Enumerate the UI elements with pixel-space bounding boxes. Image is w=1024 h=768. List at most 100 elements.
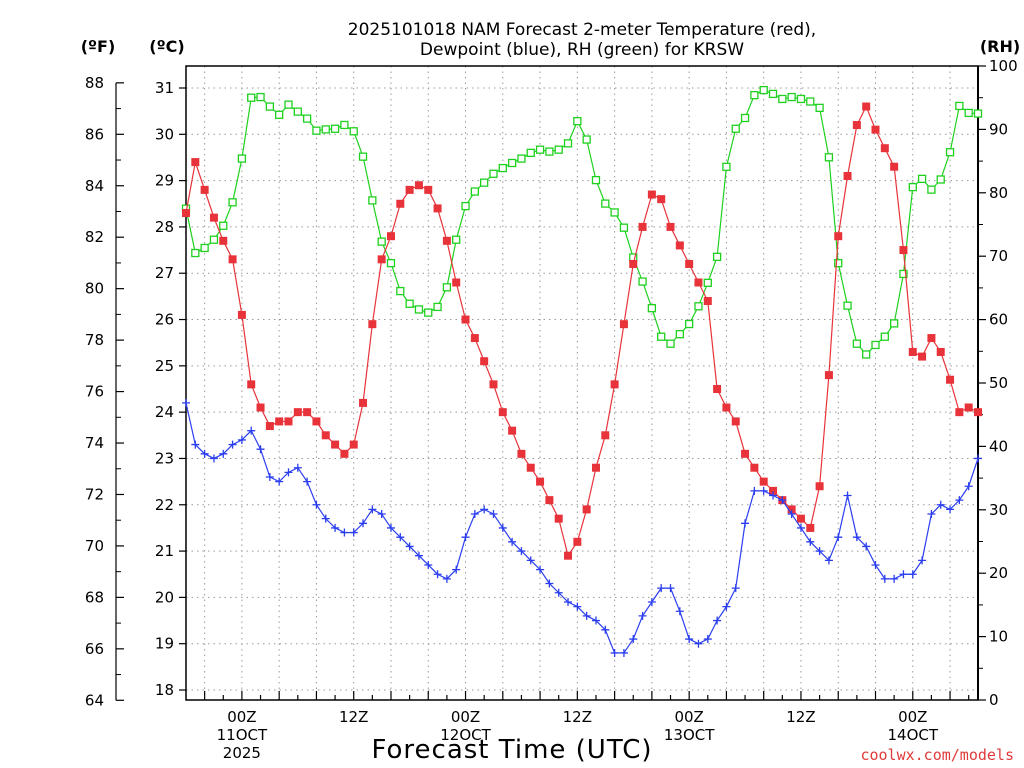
celsius-axis: 18 19 20 21 22 23 24 25 26 27 28 29 30 31	[155, 79, 186, 699]
dewpoint-marker	[946, 505, 955, 514]
rh-marker	[330, 124, 340, 133]
temperature-marker	[545, 496, 554, 505]
rh-tick-label: 100	[989, 57, 1018, 75]
temperature-marker	[414, 181, 423, 190]
temperature-marker	[526, 463, 535, 472]
rh-marker	[955, 101, 964, 111]
rh-marker	[610, 208, 619, 217]
temperature-series	[182, 102, 982, 560]
dewpoint-marker	[685, 635, 694, 644]
rh-marker	[657, 332, 666, 341]
temperature-marker	[647, 190, 656, 199]
fahrenheit-tick-label: 82	[85, 228, 104, 246]
rh-marker	[526, 148, 535, 158]
temperature-marker	[498, 408, 507, 417]
rh-marker	[275, 110, 284, 119]
rh-marker	[834, 259, 843, 268]
temperature-marker	[321, 431, 330, 440]
time-tick-label: 00Z	[674, 708, 703, 726]
temperature-marker	[424, 185, 433, 194]
dewpoint-marker	[936, 500, 945, 509]
rh-marker	[219, 221, 228, 230]
fahrenheit-tick-label: 72	[85, 485, 104, 503]
chart-title-line1: 2025101018 NAM Forecast 2-meter Temperat…	[348, 20, 816, 40]
dewpoint-marker	[200, 449, 209, 458]
rh-marker	[638, 277, 647, 286]
temperature-marker	[694, 278, 703, 287]
rh-marker	[498, 163, 507, 173]
temperature-marker	[470, 334, 479, 343]
rh-marker	[237, 154, 247, 163]
temperature-marker	[815, 482, 824, 491]
temperature-marker	[741, 449, 750, 458]
temperature-marker	[209, 213, 218, 222]
chart-title-line2: Dewpoint (blue), RH (green) for KRSW	[420, 40, 744, 60]
rh-tick-label: 10	[989, 628, 1008, 646]
rh-marker	[908, 182, 917, 192]
dewpoint-marker	[498, 523, 507, 532]
rh-marker	[712, 252, 722, 261]
temperature-marker	[433, 204, 442, 213]
dewpoint-marker	[508, 537, 517, 546]
rh-marker	[601, 199, 610, 208]
dewpoint-marker	[908, 570, 917, 579]
rh-marker	[889, 319, 899, 328]
dewpoint-marker	[974, 454, 982, 463]
temperature-marker	[237, 310, 246, 319]
dewpoint-marker	[890, 574, 899, 583]
dewpoint-marker	[452, 565, 461, 574]
time-tick-label: 00Z	[227, 708, 256, 726]
dewpoint-marker	[955, 496, 964, 505]
temperature-marker	[862, 102, 871, 111]
dewpoint-marker	[759, 486, 768, 495]
dewpoint-marker	[713, 616, 722, 625]
rh-marker	[489, 169, 498, 178]
rh-marker	[377, 237, 386, 246]
temperature-marker	[331, 440, 340, 449]
rh-marker	[228, 198, 237, 207]
rh-marker	[759, 85, 768, 95]
temperature-marker	[275, 417, 284, 426]
temperature-marker	[927, 334, 936, 343]
celsius-tick-label: 21	[155, 542, 174, 560]
temperature-marker	[517, 449, 526, 458]
dewpoint-marker	[778, 496, 787, 505]
rh-marker	[396, 286, 405, 296]
temperature-marker	[685, 259, 694, 268]
temperature-marker	[396, 199, 405, 208]
temperature-marker	[936, 347, 945, 356]
celsius-tick-label: 26	[155, 311, 174, 329]
rh-marker	[452, 235, 461, 244]
dewpoint-marker	[424, 560, 433, 569]
time-tick-label: 12Z	[339, 708, 368, 726]
rh-marker	[964, 108, 973, 118]
rh-marker	[973, 109, 983, 118]
dewpoint-marker	[545, 579, 554, 588]
dewpoint-marker	[694, 639, 703, 648]
rh-marker	[731, 124, 740, 133]
rh-marker	[535, 145, 545, 154]
dewpoint-marker	[918, 556, 927, 565]
rh-marker	[806, 97, 815, 106]
temperature-line	[185, 105, 979, 558]
rh-tick-label: 60	[989, 311, 1008, 329]
rh-marker	[936, 175, 945, 184]
temperature-marker	[918, 352, 927, 361]
rh-marker	[433, 302, 442, 312]
rh-marker	[685, 319, 694, 329]
rh-marker	[927, 185, 936, 194]
temperature-marker	[386, 232, 395, 241]
fahrenheit-tick-label: 70	[85, 537, 104, 555]
temperature-marker	[303, 408, 312, 417]
temperature-marker	[591, 463, 600, 472]
dewpoint-marker	[582, 611, 591, 620]
temperature-marker	[564, 551, 573, 560]
rh-marker	[414, 305, 424, 314]
temperature-marker	[359, 398, 368, 407]
dewpoint-marker	[880, 574, 889, 583]
dewpoint-marker	[787, 510, 796, 519]
temperature-marker	[256, 403, 265, 412]
credit-label: coolwx.com/models	[860, 746, 1014, 764]
temperature-marker	[703, 297, 712, 306]
dewpoint-marker	[964, 482, 973, 491]
